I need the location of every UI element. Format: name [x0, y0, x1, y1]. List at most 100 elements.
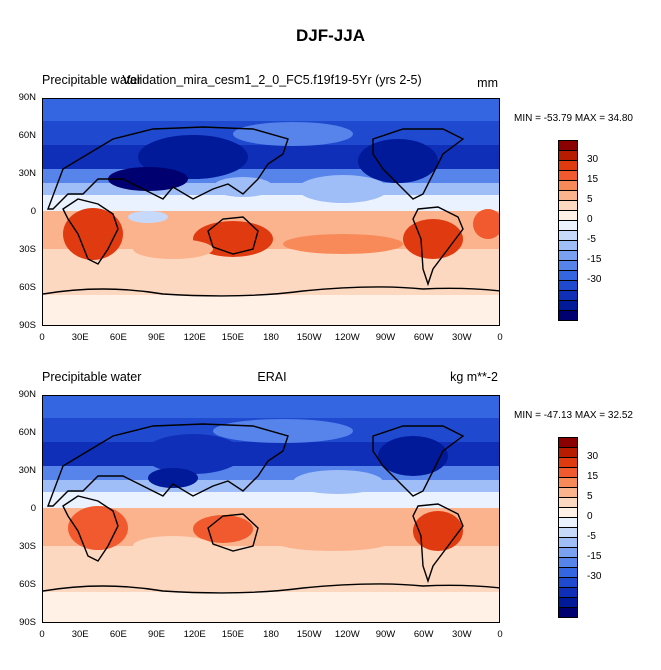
colorbar-tick-label: 30 — [587, 154, 599, 165]
contour-band — [43, 396, 499, 418]
lon-tick-label: 90E — [148, 629, 165, 640]
contour-region — [273, 531, 393, 551]
coastline — [62, 198, 119, 265]
world-map — [42, 395, 500, 623]
colorbar-tick-label: -15 — [587, 254, 602, 265]
lon-tick-label: 180 — [263, 629, 279, 640]
contour-region — [358, 139, 438, 183]
lon-tick-label: 150W — [296, 629, 322, 640]
world-map — [42, 98, 500, 326]
lat-tick-label: 60S — [19, 282, 36, 293]
min-max-text: MIN = -53.79 MAX = 34.80 — [514, 113, 633, 124]
contour-region — [68, 506, 128, 550]
colorbar-tick-label: 5 — [587, 194, 593, 205]
contour-region — [143, 434, 243, 474]
colorbar-swatch — [558, 310, 578, 321]
colorbar-tick-label: 0 — [587, 511, 593, 522]
colorbar — [558, 140, 578, 321]
contour-region — [283, 234, 403, 254]
lon-tick-label: 120E — [183, 332, 206, 343]
contour-band — [43, 195, 499, 211]
panel-center-title: Validation_mira_cesm1_2_0_FC5.f19f19-5Yr… — [122, 73, 422, 87]
contour-region — [403, 219, 463, 259]
coastline — [412, 503, 464, 584]
lon-tick-label: 120E — [183, 629, 206, 640]
contour-region — [233, 122, 353, 146]
contour-region — [133, 239, 213, 259]
colorbar-tick-label: -5 — [587, 531, 596, 542]
contour-band — [43, 271, 499, 295]
lon-tick-label: 0 — [497, 332, 503, 343]
lon-tick-label: 0 — [497, 629, 503, 640]
lon-tick-label: 150E — [221, 629, 244, 640]
contour-region — [148, 468, 198, 488]
coastline — [412, 206, 464, 287]
colorbar-tick-label: 5 — [587, 491, 593, 502]
panel-units: mm — [477, 76, 498, 90]
lon-tick-label: 30E — [71, 332, 89, 343]
lon-tick-label: 0 — [39, 332, 45, 343]
colorbar-tick-label: -5 — [587, 234, 596, 245]
coastline — [46, 423, 289, 507]
lon-tick-label: 150E — [221, 332, 244, 343]
contour-region — [138, 135, 248, 179]
colorbar-swatch — [558, 607, 578, 618]
lat-tick-label: 90N — [18, 389, 36, 400]
coastline — [207, 513, 259, 552]
lon-tick-label: 90W — [375, 332, 396, 343]
lat-tick-label: 0 — [30, 206, 36, 217]
colorbar-tick-label: 15 — [587, 471, 599, 482]
panel-units: kg m**-2 — [450, 370, 498, 384]
panel-left-title: Precipitable water — [42, 370, 142, 384]
lat-tick-label: 0 — [30, 503, 36, 514]
contour-region — [293, 470, 383, 494]
min-max-text: MIN = -47.13 MAX = 32.52 — [514, 410, 633, 421]
contour-region — [378, 436, 448, 476]
contour-region — [213, 177, 273, 197]
colorbar-tick-label: -30 — [587, 274, 602, 285]
contour-band — [43, 99, 499, 121]
lat-tick-label: 90S — [19, 320, 36, 331]
contour-band — [43, 492, 499, 508]
panel-center-title: ERAI — [257, 370, 287, 384]
figure-title: DJF-JJA — [296, 26, 365, 45]
lon-tick-label: 120W — [334, 629, 360, 640]
lon-tick-label: 150W — [296, 332, 322, 343]
lat-tick-label: 60N — [18, 130, 36, 141]
map-panel-erai: Precipitable water ERAI kg m**-2 90N 60N 3… — [0, 370, 661, 670]
contour-region — [213, 419, 353, 443]
lat-tick-label: 90S — [19, 617, 36, 628]
colorbar-tick-label: 0 — [587, 214, 593, 225]
lat-tick-label: 90N — [18, 92, 36, 103]
lon-tick-label: 120W — [334, 332, 360, 343]
contour-region — [108, 167, 188, 191]
contour-band — [43, 592, 499, 622]
coastline — [43, 583, 499, 594]
lon-tick-label: 60W — [413, 629, 434, 640]
contour-region — [413, 511, 463, 551]
contour-region — [473, 209, 499, 239]
lat-tick-label: 30S — [19, 541, 36, 552]
lat-tick-label: 30N — [18, 168, 36, 179]
contour-region — [133, 536, 213, 556]
contour-band — [43, 508, 499, 524]
coastline — [207, 216, 259, 255]
panel-left-title: Precipitable water — [42, 73, 142, 87]
lon-tick-label: 90W — [375, 629, 396, 640]
lon-tick-label: 30W — [452, 332, 472, 343]
colorbar-tick-label: -15 — [587, 551, 602, 562]
lat-tick-label: 30S — [19, 244, 36, 255]
contour-band — [43, 568, 499, 592]
lon-tick-label: 30W — [452, 629, 472, 640]
coastline — [43, 286, 499, 297]
lon-tick-label: 30E — [71, 629, 89, 640]
lon-tick-label: 90E — [148, 332, 165, 343]
lon-tick-label: 60W — [413, 332, 434, 343]
colorbar-tick-label: -30 — [587, 571, 602, 582]
contour-region — [193, 515, 253, 543]
colorbar-tick-label: 15 — [587, 174, 599, 185]
contour-region — [128, 211, 168, 223]
lat-tick-label: 30N — [18, 465, 36, 476]
lat-tick-label: 60S — [19, 579, 36, 590]
lat-tick-label: 60N — [18, 427, 36, 438]
